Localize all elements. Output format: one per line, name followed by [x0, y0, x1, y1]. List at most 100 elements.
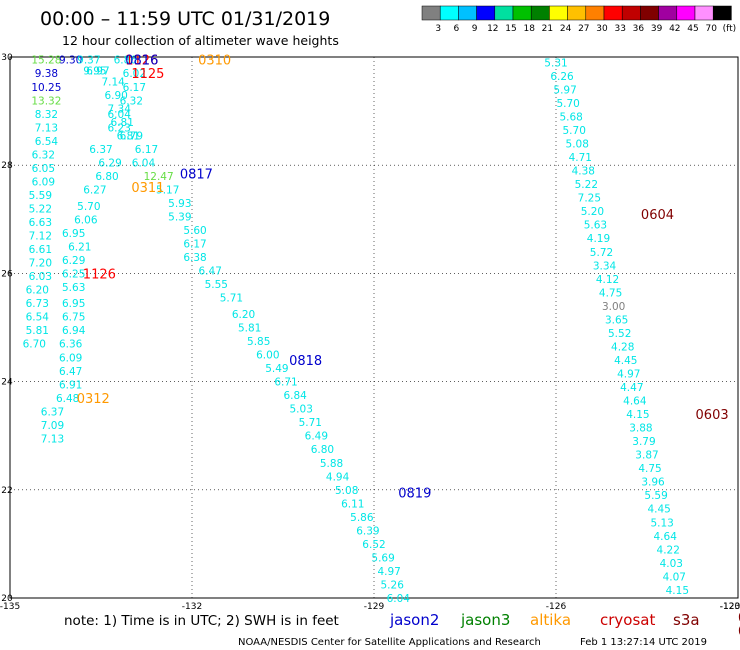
wave-height-value: 5.81: [238, 323, 261, 335]
wave-height-value: 6.47: [199, 266, 222, 278]
wave-height-value: 6.11: [341, 498, 364, 510]
wave-height-value: 6.29: [98, 157, 121, 169]
timestamp-text: Feb 1 13:27:14 UTC 2019: [580, 637, 707, 648]
wave-height-value: 5.69: [371, 552, 394, 564]
wave-height-value: 5.03: [290, 404, 313, 416]
legend-label: 18: [523, 24, 535, 34]
wave-height-value: 7.09: [41, 420, 64, 432]
wave-height-value: 5.70: [77, 201, 100, 213]
satellite-cryosat: cryosat: [600, 611, 655, 629]
wave-height-value: 4.45: [614, 355, 637, 367]
wave-height-value: 4.64: [654, 531, 678, 543]
wave-height-value: 9.95: [83, 66, 106, 78]
wave-height-value: 15.28: [31, 55, 61, 67]
wave-height-value: 6.75: [62, 312, 85, 324]
wave-height-value: 4.97: [617, 368, 640, 380]
wave-height-value: 4.45: [647, 504, 670, 516]
wave-height-value: 4.12: [596, 274, 619, 286]
wave-height-value: 6.09: [32, 176, 55, 188]
wave-height-value: 6.90: [104, 90, 127, 102]
legend-swatch: [476, 5, 496, 21]
wave-height-value: 7.13: [35, 122, 58, 134]
legend-swatch: [676, 5, 696, 21]
y-tick-label: 26: [1, 269, 13, 279]
wave-height-value: 4.07: [663, 571, 686, 583]
satellite-legend: jason2 jason3 altika cryosat s3a: [389, 611, 700, 629]
wave-height-value: 4.75: [599, 287, 622, 299]
credit-text: NOAA/NESDIS Center for Satellite Applica…: [238, 637, 541, 648]
legend-swatch: [567, 5, 587, 21]
color-legend: 3 6 9 12 15 18 21 24 27 30 33 36 39 42 45 70 (ft): [421, 5, 737, 34]
legend-label: (ft): [723, 24, 737, 34]
wave-height-value: 5.59: [644, 490, 667, 502]
x-axis-ticks: -135 -132 -129 -126 -123-120: [0, 602, 740, 612]
wave-height-value: 5.81: [26, 325, 49, 337]
legend-swatch: [494, 5, 514, 21]
wave-height-value: 5.22: [29, 203, 52, 215]
legend-label: 45: [687, 24, 698, 34]
wave-height-value: 6.71: [274, 377, 297, 389]
wave-height-value: 3.88: [629, 423, 652, 435]
wave-height-value: 6.38: [183, 252, 206, 264]
wave-height-value: 6.91: [59, 379, 82, 391]
wave-height-value: 10.25: [31, 82, 61, 94]
wave-height-value: 6.25: [62, 268, 85, 280]
legend-label: 36: [633, 24, 645, 34]
wave-height-value: 6.81: [111, 117, 134, 129]
pass-time-label: 1126: [125, 54, 158, 69]
wave-height-value: 6.79: [120, 130, 143, 142]
wave-height-value: 6.81: [117, 130, 140, 142]
wave-height-value: 5.63: [62, 282, 85, 294]
wave-height-value: 5.31: [544, 57, 567, 69]
wave-height-value: 5.08: [566, 139, 589, 151]
wave-height-value: 4.97: [377, 566, 400, 578]
y-tick-label: 24: [1, 378, 13, 388]
wave-height-value: 13.32: [31, 95, 61, 107]
pass-time-label: 0817: [180, 167, 213, 182]
plot-frame: [9, 56, 739, 599]
pass-time-label: 0602: [738, 611, 740, 626]
data-points: 15.289.309.3810.2513.328.327.136.546.326…: [23, 55, 689, 605]
x-tick-label: -123: [720, 602, 740, 612]
legend-swatch: [658, 5, 678, 21]
legend-swatch: [640, 5, 659, 21]
x-tick-label: -120: [720, 602, 740, 612]
wave-height-value: 6.17: [123, 82, 146, 94]
satellite-jason3: jason3: [460, 611, 510, 629]
wave-height-value: 6.80: [311, 444, 334, 456]
wave-height-value: 7.25: [578, 193, 601, 205]
legend-swatch: [712, 5, 732, 21]
wave-height-value: 6.32: [120, 95, 143, 107]
wave-height-value: 3.96: [641, 477, 665, 489]
pass-time-label: 0603: [696, 408, 729, 423]
wave-height-value: 4.38: [572, 166, 595, 178]
pass-time-label: 0601: [738, 624, 740, 639]
pass-time-label: 0819: [398, 487, 431, 502]
wave-height-value: 6.94: [62, 325, 86, 337]
wave-height-value: 6.86: [114, 55, 138, 67]
wave-height-value: 5.20: [581, 206, 604, 218]
wave-height-value: 8.32: [35, 109, 58, 121]
wave-height-value: 9.38: [35, 68, 58, 80]
wave-height-value: 6.84: [283, 390, 307, 402]
pass-time-label: 0312: [77, 392, 110, 407]
wave-height-value: 7.34: [108, 103, 132, 115]
satellite-altika: altika: [530, 611, 571, 629]
wave-height-value: 6.54: [26, 312, 50, 324]
wave-height-value: 6.48: [56, 393, 79, 405]
legend-label: 27: [578, 24, 589, 34]
legend-swatch: [421, 5, 441, 21]
wave-height-value: 4.71: [569, 152, 592, 164]
wave-height-value: 6.21: [68, 241, 91, 253]
wave-height-value: 6.17: [183, 239, 206, 251]
satellite-jason2: jason2: [389, 611, 439, 629]
wave-height-value: 4.15: [626, 409, 649, 421]
wave-height-value: 6.09: [59, 352, 82, 364]
legend-swatch: [512, 5, 532, 21]
legend-swatch: [530, 5, 550, 21]
pass-time-label: 1125: [131, 67, 164, 82]
wave-height-value: 4.47: [620, 382, 643, 394]
wave-height-value: 9.37: [77, 55, 100, 67]
legend-swatch: [439, 5, 459, 21]
grid: [10, 57, 738, 598]
